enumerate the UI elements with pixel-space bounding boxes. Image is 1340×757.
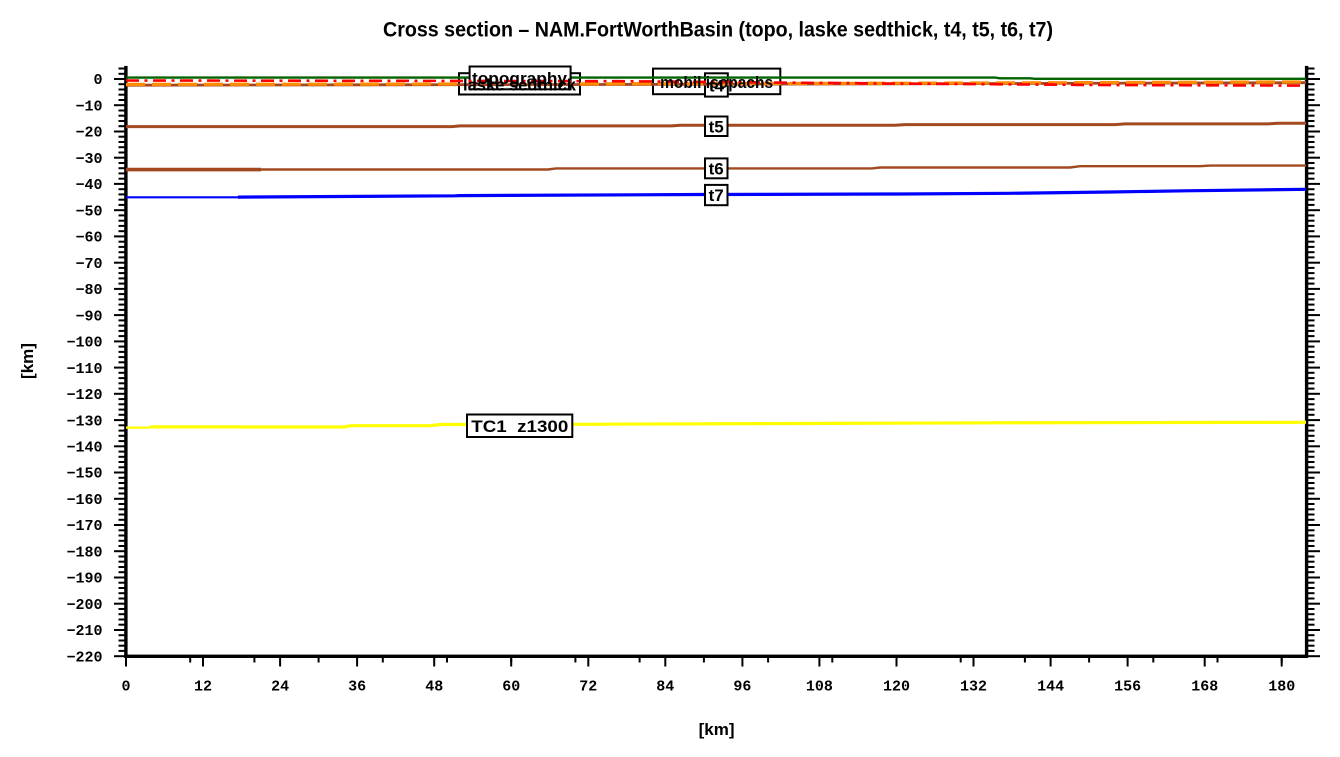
svg-text:−170: −170 [66, 518, 102, 535]
svg-text:−150: −150 [66, 466, 102, 483]
svg-text:72: 72 [579, 679, 597, 696]
svg-text:−10: −10 [75, 98, 102, 115]
svg-text:−50: −50 [75, 203, 102, 220]
svg-text:−190: −190 [66, 571, 102, 588]
svg-text:Cross section – NAM.FortWorthB: Cross section – NAM.FortWorthBasin (topo… [383, 19, 1053, 42]
svg-text:−30: −30 [75, 151, 102, 168]
svg-text:t6: t6 [709, 160, 724, 179]
svg-text:36: 36 [348, 679, 366, 696]
svg-text:−90: −90 [75, 308, 102, 325]
svg-text:132: 132 [960, 679, 987, 696]
svg-text:−110: −110 [66, 361, 102, 378]
svg-text:−220: −220 [66, 649, 102, 666]
svg-text:−200: −200 [66, 597, 102, 614]
svg-text:156: 156 [1114, 679, 1141, 696]
svg-text:84: 84 [656, 679, 674, 696]
svg-text:12: 12 [194, 679, 212, 696]
svg-text:[km]: [km] [699, 720, 735, 739]
svg-text:−40: −40 [75, 177, 102, 194]
svg-text:t4: t4 [709, 76, 725, 95]
svg-text:60: 60 [502, 679, 520, 696]
svg-text:0: 0 [121, 679, 130, 696]
svg-text:−180: −180 [66, 544, 102, 561]
svg-text:168: 168 [1191, 679, 1218, 696]
svg-text:−60: −60 [75, 230, 102, 247]
svg-text:−120: −120 [66, 387, 102, 404]
svg-text:TC1 z1300: TC1 z1300 [471, 417, 568, 436]
svg-text:96: 96 [733, 679, 751, 696]
svg-text:[km]: [km] [18, 343, 37, 379]
svg-text:120: 120 [883, 679, 910, 696]
svg-text:−20: −20 [75, 125, 102, 142]
svg-text:−80: −80 [75, 282, 102, 299]
svg-text:topography: topography [472, 69, 568, 88]
svg-text:48: 48 [425, 679, 443, 696]
svg-text:24: 24 [271, 679, 289, 696]
svg-text:t7: t7 [709, 186, 724, 205]
svg-text:180: 180 [1268, 679, 1295, 696]
svg-text:−210: −210 [66, 623, 102, 640]
svg-text:144: 144 [1037, 679, 1064, 696]
svg-text:mobil isopachs: mobil isopachs [660, 73, 773, 92]
svg-text:0: 0 [93, 72, 102, 89]
svg-text:−130: −130 [66, 413, 102, 430]
svg-text:−140: −140 [66, 440, 102, 457]
svg-text:−70: −70 [75, 256, 102, 273]
svg-text:−100: −100 [66, 335, 102, 352]
svg-text:laske sedthick: laske sedthick [463, 76, 577, 95]
svg-text:−160: −160 [66, 492, 102, 509]
svg-text:t5: t5 [709, 118, 724, 137]
svg-text:108: 108 [806, 679, 833, 696]
